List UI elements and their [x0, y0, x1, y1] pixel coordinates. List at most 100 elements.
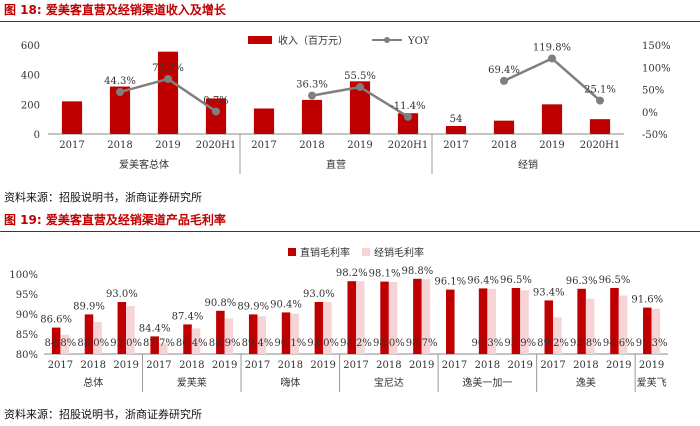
- y-right-tick-label: -50%: [642, 130, 668, 141]
- distribution-margin-bar: [126, 306, 135, 354]
- distribution-margin-bar: [356, 281, 365, 354]
- x-tick-label: 2018: [376, 360, 401, 371]
- legend-direct-swatch: [288, 248, 296, 256]
- distribution-margin-bar: [191, 328, 201, 354]
- x-tick-label: 2019: [409, 360, 434, 371]
- revenue-bar: [301, 99, 323, 134]
- direct-data-label: 90.8%: [204, 298, 236, 309]
- yoy-point: [548, 54, 556, 63]
- distribution-data-label: 86.4%: [176, 338, 208, 349]
- direct-margin-bar: [314, 302, 324, 354]
- figure-19-title: 爱美客直营及经销渠道产品毛利率: [45, 213, 226, 227]
- direct-margin-bar: [610, 288, 619, 354]
- x-tick-label: 2019: [113, 360, 138, 371]
- distribution-data-label: 98.7%: [406, 338, 438, 349]
- gross-margin-chart: 直销毛利率 经销毛利率 80% 85% 90% 95% 100% 86.6% 84.8% 2017…: [9, 246, 668, 392]
- group-label: 爱芙飞: [637, 376, 667, 389]
- distribution-margin-bar: [388, 282, 398, 354]
- group-label: 宝尼达: [374, 376, 404, 389]
- x-tick-label: 2017: [251, 140, 276, 151]
- group-label: 总体: [83, 376, 103, 389]
- figure-18-number: 图 18:: [4, 3, 42, 17]
- distribution-data-label: 89.2%: [537, 338, 569, 349]
- x-tick-label: 2020H1: [196, 140, 237, 151]
- group-label: 爱芙莱: [177, 376, 207, 389]
- x-tick-label: 2017: [442, 360, 467, 371]
- direct-margin-bar: [248, 314, 258, 354]
- figure-18-header: 图 18: 爱美客直营及经销渠道收入及增长: [0, 0, 700, 20]
- direct-margin-bar: [445, 289, 455, 354]
- x-tick-label: 2018: [299, 140, 324, 151]
- distribution-margin-bar: [323, 302, 332, 354]
- x-tick-label: 2019: [606, 360, 631, 371]
- revenue-bar: [61, 101, 83, 134]
- direct-margin-bar: [577, 288, 586, 354]
- yoy-data-label: 0.7%: [203, 95, 228, 106]
- distribution-data-label: 89.4%: [242, 338, 274, 349]
- distribution-margin-bar: [158, 343, 168, 354]
- legend-distribution-label: 经销毛利率: [374, 246, 424, 259]
- revenue-bar: [253, 108, 275, 134]
- x-tick-label: 2019: [310, 360, 335, 371]
- legend-revenue-label: 收入（百万元）: [278, 34, 348, 47]
- yoy-data-label: 36.3%: [296, 80, 328, 91]
- distribution-margin-bar: [651, 308, 661, 354]
- y-tick-label: 85%: [16, 330, 38, 341]
- group-label: 经销: [518, 158, 538, 171]
- legend-yoy-label: YOY: [407, 36, 430, 47]
- y-right-tick-label: 0%: [642, 108, 658, 119]
- direct-margin-bar: [216, 310, 225, 354]
- direct-margin-bar: [117, 302, 127, 354]
- direct-data-label: 86.6%: [40, 315, 72, 326]
- distribution-data-label: 88.0%: [77, 338, 109, 349]
- revenue-data-label: 54: [450, 114, 463, 125]
- distribution-data-label: 92.0%: [110, 338, 142, 349]
- distribution-margin-bar: [60, 334, 69, 354]
- x-tick-label: 2019: [507, 360, 532, 371]
- y-right-tick-label: 50%: [642, 86, 664, 97]
- direct-margin-bar: [150, 336, 159, 354]
- distribution-margin-bar: [421, 279, 431, 354]
- yoy-data-label: 44.3%: [104, 76, 136, 87]
- yoy-point: [164, 74, 172, 83]
- distribution-data-label: 90.1%: [274, 338, 306, 349]
- revenue-bar: [589, 119, 611, 134]
- direct-data-label: 98.8%: [402, 266, 434, 277]
- distribution-data-label: 88.9%: [209, 338, 241, 349]
- group-label: 逸美: [576, 376, 596, 389]
- x-tick-label: 2018: [278, 360, 303, 371]
- y-tick-label: 90%: [16, 310, 38, 321]
- yoy-data-label: -11.4%: [390, 101, 425, 112]
- x-tick-label: 2017: [245, 360, 270, 371]
- direct-margin-bar: [281, 312, 291, 354]
- direct-data-label: 96.3%: [566, 276, 598, 287]
- yoy-point: [308, 91, 316, 100]
- legend-direct-label: 直销毛利率: [300, 246, 350, 259]
- direct-data-label: 93.4%: [533, 287, 565, 298]
- x-tick-label: 2019: [347, 140, 372, 151]
- x-tick-label: 2020H1: [580, 140, 621, 151]
- y-tick-label: 80%: [16, 350, 38, 361]
- direct-margin-bar: [544, 300, 554, 354]
- y-tick-label: 100%: [9, 270, 38, 281]
- direct-data-label: 96.5%: [599, 275, 631, 286]
- x-tick-label: 2018: [573, 360, 598, 371]
- distribution-margin-bar: [520, 290, 529, 354]
- x-tick-label: 2017: [48, 360, 73, 371]
- distribution-margin-bar: [224, 318, 234, 354]
- direct-margin-bar: [643, 307, 652, 354]
- direct-data-label: 89.9%: [73, 301, 105, 312]
- x-tick-label: 2018: [107, 140, 132, 151]
- distribution-data-label: 82.7%: [143, 338, 175, 349]
- group-label: 逸美一加一: [462, 376, 512, 389]
- direct-data-label: 87.4%: [172, 311, 204, 322]
- y-left-tick-label: 600: [21, 41, 40, 52]
- group-label: 嗨体: [280, 376, 300, 389]
- direct-data-label: 93.0%: [106, 289, 138, 300]
- revenue-bar: [397, 113, 419, 134]
- x-tick-label: 2020H1: [388, 140, 429, 151]
- direct-data-label: 93.0%: [303, 289, 335, 300]
- revenue-bar: [541, 104, 563, 134]
- revenue-bar: [493, 120, 515, 134]
- direct-margin-bar: [478, 288, 488, 354]
